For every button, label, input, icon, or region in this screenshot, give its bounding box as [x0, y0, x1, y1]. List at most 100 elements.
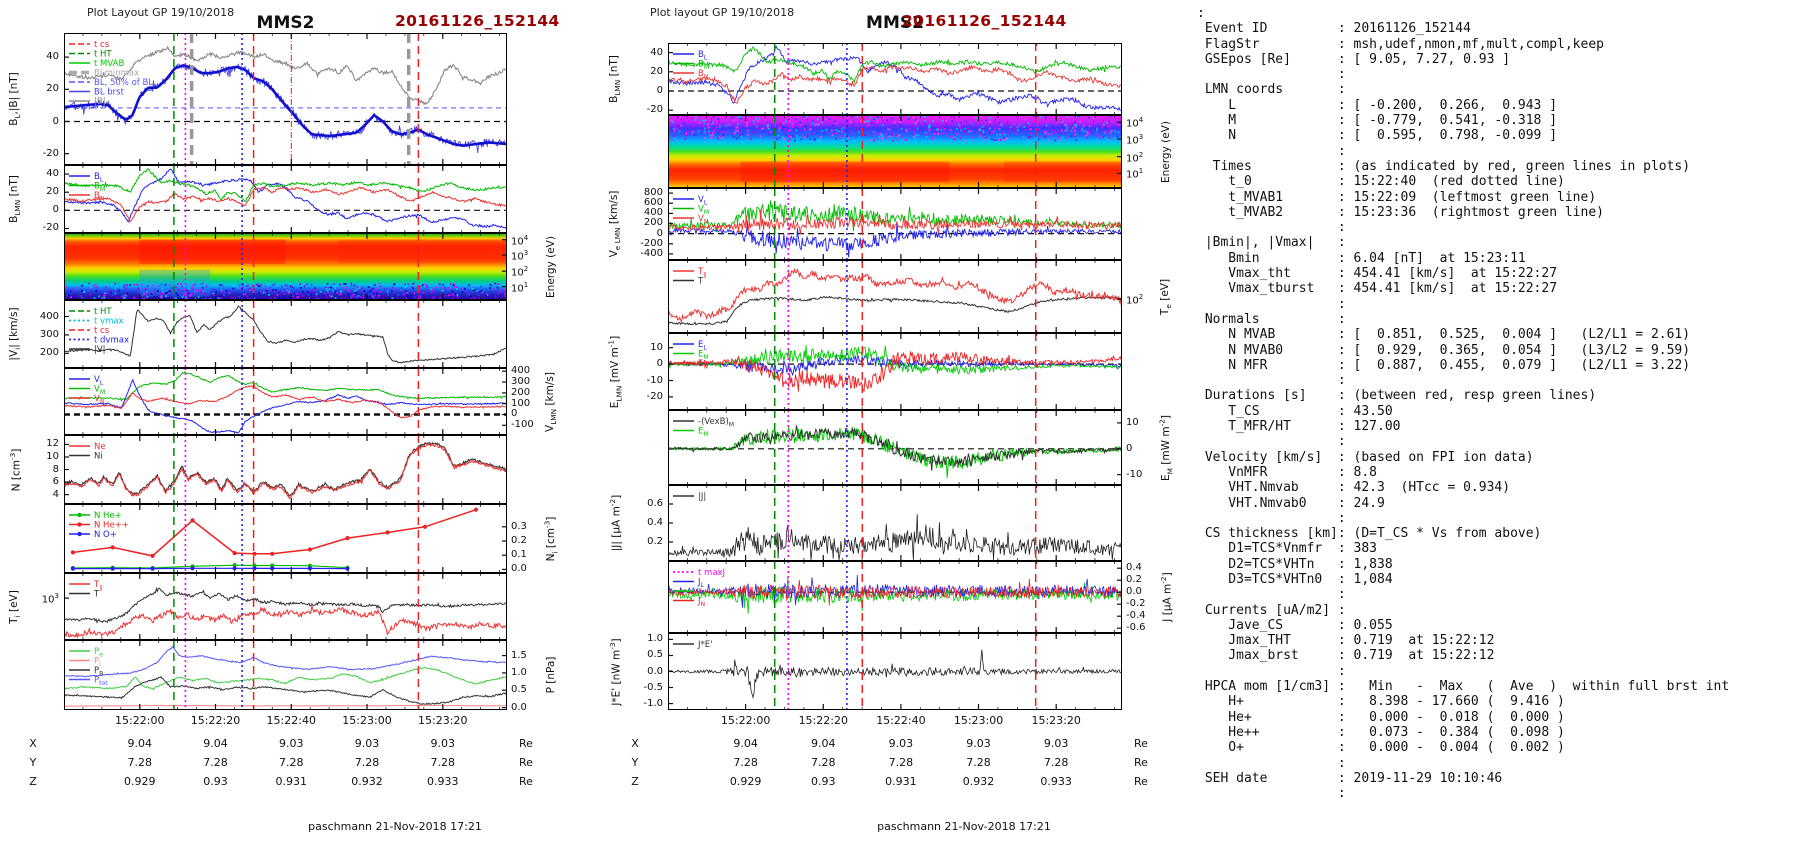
- mid-blmn-ytick: -20: [646, 104, 663, 116]
- svg-text:N He+: N He+: [94, 511, 122, 521]
- mid-elmn-ytick: -10: [646, 374, 663, 386]
- mid-ve-left-axis: Ve LMN [km/s] 800 600 400 200 0 -200 -400: [602, 187, 668, 260]
- position-value: 7.28: [127, 756, 153, 769]
- mid-panel-jmag: |J| [µA m-2] 0.6 0.4 0.2 |J|: [602, 485, 1187, 561]
- mid-blmn-plotbox: BL BM BN: [668, 43, 1122, 115]
- left-panel-vi: |Vi| [km/s] 400 300 200 t HT t vmax t cs t dvma…: [2, 300, 577, 368]
- left-vlmn-left-axis: [2, 368, 64, 435]
- middle-figure-footer: paschmann 21-Nov-2018 17:21: [877, 820, 1051, 833]
- svg-text:BM: BM: [698, 60, 709, 72]
- left-ion-spec-ytick-r: 103: [511, 249, 529, 263]
- left-n-ytick: 12: [46, 438, 59, 450]
- svg-text:EN: EN: [698, 359, 708, 371]
- left-ti-right-axis: [507, 573, 577, 640]
- mid-ve-ytick: 400: [643, 207, 663, 219]
- left-figure-panels: BL,|B| [nT] 40 20 0 -20 t cs t HT t MVAB BLminma…: [2, 33, 577, 713]
- left-nheavy-ytick-r: 0.3: [511, 520, 527, 532]
- svg-text:EL: EL: [698, 340, 707, 352]
- svg-text:Pi: Pi: [94, 657, 101, 669]
- svg-text:T: T: [93, 590, 100, 600]
- svg-text:EM: EM: [698, 350, 709, 362]
- left-n-ytick: 6: [52, 476, 59, 488]
- left-ti-y-label: Ti [eV]: [7, 589, 23, 624]
- mid-espec-ytick-r: 104: [1126, 116, 1144, 130]
- position-row-x: X 9.04 9.04 9.03 9.03 9.03 Re: [602, 737, 1187, 756]
- left-vlmn-ytick-r: 400: [511, 365, 531, 377]
- left-n-y-label: N [cm-3]: [7, 448, 23, 491]
- left-bl-b-ytick: -20: [42, 147, 59, 159]
- left-bl-b-left-axis: BL,|B| [nT] 40 20 0 -20: [2, 33, 64, 165]
- svg-text:JM: JM: [697, 587, 706, 599]
- mid-te-y-label-right: Te [eV]: [1158, 278, 1174, 315]
- mid-elmn-y-label: ELMN [mV m-1]: [606, 335, 624, 408]
- left-ti-plot: T∥T: [64, 573, 507, 640]
- mid-espec-right-axis: 104 103 102 101 Energy (eV): [1122, 115, 1187, 188]
- mid-vexb-y-label-right: EM [mW m-2]: [1157, 414, 1175, 481]
- left-vi-y-label: |Vi| [km/s]: [7, 307, 23, 361]
- left-blmn-ytick: 40: [46, 168, 59, 180]
- svg-text:BN: BN: [94, 191, 104, 203]
- left-vlmn-ytick-r: 100: [511, 397, 531, 409]
- svg-text:t dvmax: t dvmax: [94, 336, 129, 346]
- svg-text:Ne: Ne: [94, 442, 106, 452]
- mid-jmag-ytick: 0.2: [647, 536, 663, 547]
- mid-jlmn-ytick-r: 0.4: [1126, 562, 1142, 574]
- svg-text:t cs: t cs: [94, 40, 110, 50]
- svg-text:t maxJ: t maxJ: [698, 568, 725, 578]
- position-unit: Re: [1134, 775, 1148, 788]
- svg-text:|V|: |V|: [94, 345, 106, 355]
- svg-text:VM: VM: [94, 385, 105, 397]
- position-row-x: X 9.04 9.04 9.03 9.03 9.03 Re: [2, 737, 577, 756]
- mid-jdote-plot: J*E': [668, 633, 1122, 710]
- mid-elmn-ytick: 0: [656, 358, 663, 370]
- mid-jdote-left-axis: J*E' [nW m-3] 1.0 0.5 0.0 -0.5 -1.0: [602, 633, 668, 710]
- mid-vexb-right-axis: 10 0 -10 EM [mW m-2]: [1122, 410, 1187, 485]
- position-value: 0.931: [885, 775, 917, 788]
- mid-te-plot: T∥T: [668, 260, 1122, 333]
- position-value: 0.929: [124, 775, 156, 788]
- mid-ve-ytick: 800: [643, 187, 663, 199]
- left-blmn-ytick: -20: [42, 222, 59, 234]
- mid-jdote-plotbox: J*E': [668, 633, 1122, 710]
- mid-ve-right-axis: [1122, 188, 1187, 260]
- position-value: 7.28: [430, 756, 456, 769]
- position-unit: Re: [519, 775, 533, 788]
- mid-te-ytick-r: 102: [1126, 293, 1144, 307]
- mid-blmn-ytick: 40: [650, 46, 663, 58]
- mid-jlmn-left-axis: [602, 561, 668, 633]
- left-ion-spec-ytick-r: 101: [511, 280, 529, 294]
- time-tick-label: 15:22:00: [720, 714, 771, 727]
- position-row-label: X: [29, 737, 37, 750]
- mid-ve-ytick: 0: [656, 227, 663, 239]
- left-blmn-y-label: BLMN [nT]: [7, 175, 23, 223]
- svg-text:t vmax: t vmax: [94, 317, 124, 327]
- mid-ve-ytick: -400: [640, 247, 663, 259]
- svg-text:JN: JN: [697, 597, 705, 609]
- svg-text:EM: EM: [698, 427, 709, 439]
- middle-figure-event-id: 20161126_152144: [902, 12, 1067, 30]
- left-nheavy-ytick-r: 0.2: [511, 534, 527, 546]
- left-p-ytick-r: 0.0: [511, 701, 527, 713]
- mid-espec-y-label-right: Energy (eV): [1160, 120, 1172, 183]
- position-value: 9.03: [888, 737, 914, 750]
- mid-vexb-ytick-r: -10: [1126, 468, 1143, 480]
- position-value: 7.28: [354, 756, 380, 769]
- mid-ve-plotbox: VL VM VN: [668, 188, 1122, 260]
- time-tick-label: 15:22:40: [266, 714, 316, 727]
- mid-jlmn-ytick-r: -0.2: [1126, 598, 1146, 610]
- middle-figure: Plot layout GP 19/10/2018 MMS2 20161126_…: [602, 0, 1187, 841]
- mid-jlmn-plotbox: t maxJ JL JM JN: [668, 561, 1122, 633]
- svg-text:BLminmax: BLminmax: [94, 69, 139, 79]
- left-vlmn-ytick-r: -100: [511, 419, 534, 431]
- mid-panel-blmn: BLMN [nT] 40 20 0 -20 BL BM BN: [602, 43, 1187, 115]
- svg-text:JL: JL: [697, 578, 705, 590]
- left-ion-spec-ytick-r: 104: [511, 233, 529, 248]
- left-ion-spec-right-axis: 104 103 102 101 Energy (eV): [507, 233, 577, 300]
